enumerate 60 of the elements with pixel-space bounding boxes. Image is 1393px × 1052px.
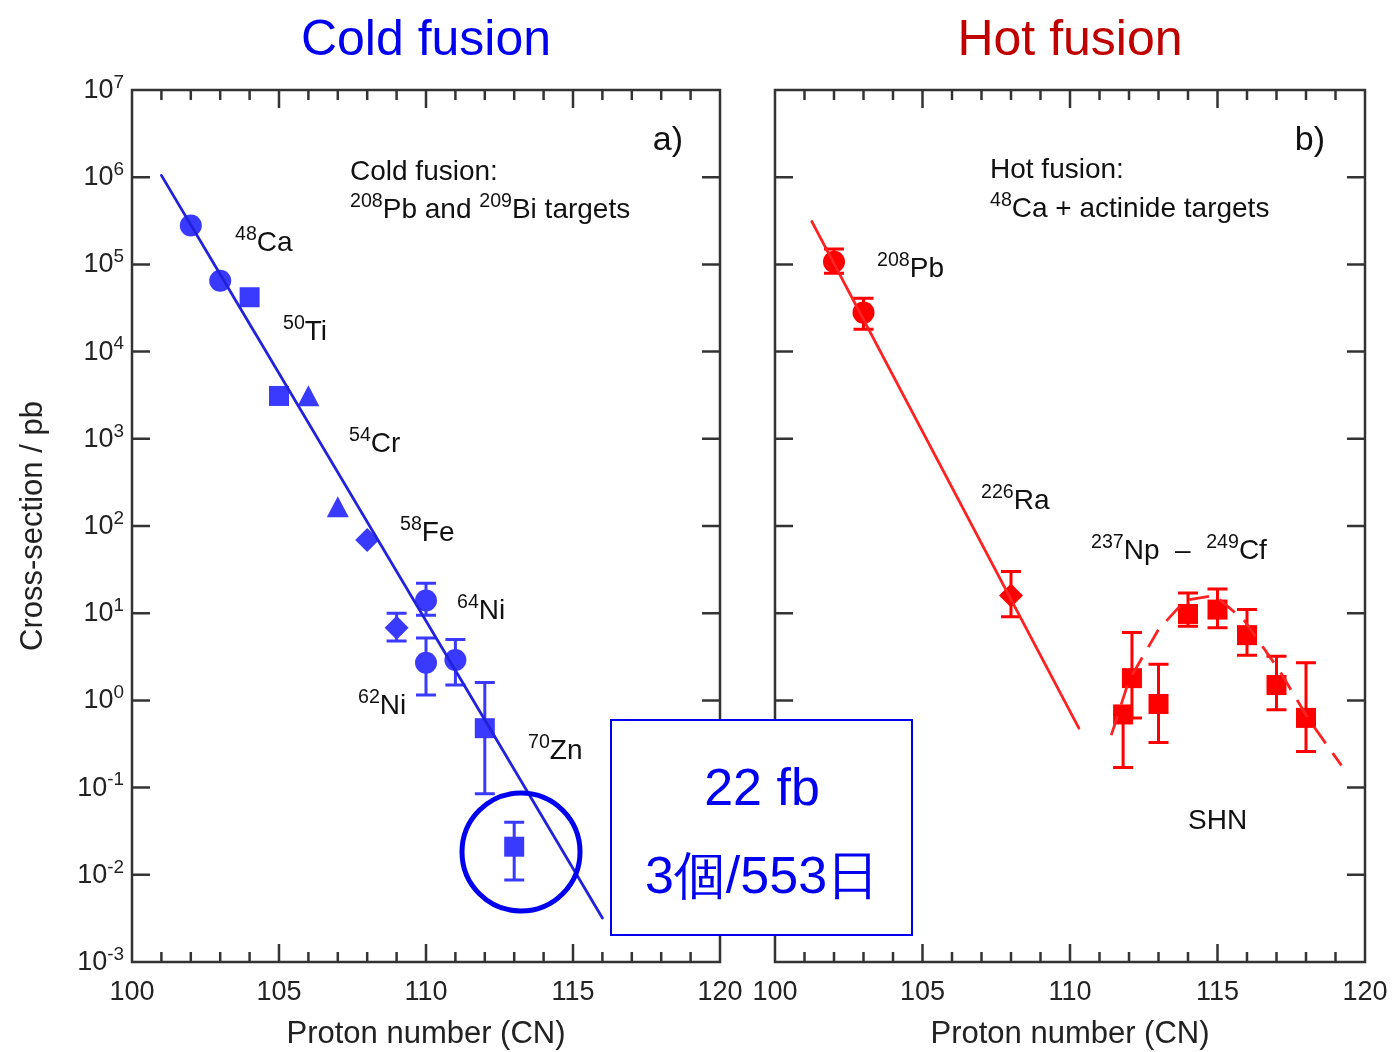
annotation: Hot fusion: bbox=[990, 153, 1124, 184]
x-axis-title: Proton number (CN) bbox=[930, 1015, 1210, 1050]
annotation: $^{208}$Pb and $^{209}$Bi targets bbox=[350, 189, 631, 224]
annotation: $^{58}$Fe bbox=[400, 512, 455, 547]
point bbox=[1178, 603, 1198, 624]
annotation: a) bbox=[652, 119, 683, 157]
annotation: Cold fusion: bbox=[350, 155, 498, 186]
y-tick-label: 10$^{1}$ bbox=[83, 593, 124, 628]
annotation: $^{226}$Ra bbox=[981, 480, 1050, 515]
y-axis-title: Cross-section / pb bbox=[14, 401, 49, 651]
point bbox=[269, 385, 289, 406]
point bbox=[1121, 668, 1142, 689]
point bbox=[355, 528, 380, 553]
annotation: 3個/553日 bbox=[644, 846, 880, 904]
annotation: 22 fb bbox=[704, 758, 820, 816]
y-tick-label: 10$^{-2}$ bbox=[77, 855, 124, 889]
point bbox=[504, 836, 525, 857]
point bbox=[1266, 675, 1287, 696]
x-tick-label: 100 bbox=[109, 976, 155, 1006]
y-tick-label: 10$^{3}$ bbox=[83, 419, 124, 453]
annotation: SHN bbox=[1188, 804, 1248, 835]
point bbox=[297, 385, 320, 407]
point bbox=[415, 589, 437, 612]
point bbox=[1296, 707, 1316, 728]
y-tick-label: 10$^{5}$ bbox=[83, 245, 124, 279]
point bbox=[1148, 693, 1169, 714]
x-tick-label: 100 bbox=[752, 976, 798, 1006]
point bbox=[1237, 625, 1257, 646]
y-tick-label: 10$^{0}$ bbox=[83, 681, 124, 715]
point bbox=[415, 651, 437, 674]
y-tick-label: 10$^{-3}$ bbox=[77, 942, 124, 976]
annotation: $^{54}$Cr bbox=[349, 423, 401, 458]
y-tick-label: 10$^{2}$ bbox=[83, 506, 124, 540]
annotation: $^{48}$Ca + actinide targets bbox=[990, 188, 1270, 223]
x-tick-label: 115 bbox=[1195, 976, 1240, 1006]
x-axis-title: Proton number (CN) bbox=[286, 1015, 566, 1050]
annotation: $^{62}$Ni bbox=[358, 685, 407, 720]
x-tick-label: 120 bbox=[1342, 976, 1388, 1006]
point bbox=[239, 287, 260, 308]
y-tick-label: 10$^{4}$ bbox=[83, 332, 124, 366]
x-tick-label: 110 bbox=[1048, 976, 1092, 1006]
y-tick-label: 10$^{-1}$ bbox=[77, 768, 124, 802]
x-tick-label: 120 bbox=[697, 976, 743, 1006]
annotation: $^{48}$Ca bbox=[235, 222, 294, 257]
y-tick-label: 10$^{7}$ bbox=[83, 70, 124, 104]
annotation: $^{237}$Np – $^{249}$Cf bbox=[1091, 530, 1268, 565]
x-tick-label: 115 bbox=[551, 976, 595, 1006]
point bbox=[1207, 599, 1228, 620]
annotation: $^{64}$Ni bbox=[457, 590, 506, 625]
annotation: $^{50}$Ti bbox=[283, 311, 328, 346]
annotation: $^{70}$Zn bbox=[528, 730, 583, 765]
annotation: $^{208}$Pb bbox=[877, 248, 944, 283]
x-tick-label: 110 bbox=[404, 976, 448, 1006]
chart-title: Hot fusion bbox=[957, 10, 1183, 66]
x-tick-label: 105 bbox=[256, 976, 302, 1006]
point bbox=[326, 496, 349, 518]
x-tick-label: 105 bbox=[899, 976, 946, 1006]
chart-title: Cold fusion bbox=[300, 10, 552, 66]
y-tick-label: 10$^{6}$ bbox=[83, 157, 124, 192]
annotation: b) bbox=[1294, 119, 1325, 157]
